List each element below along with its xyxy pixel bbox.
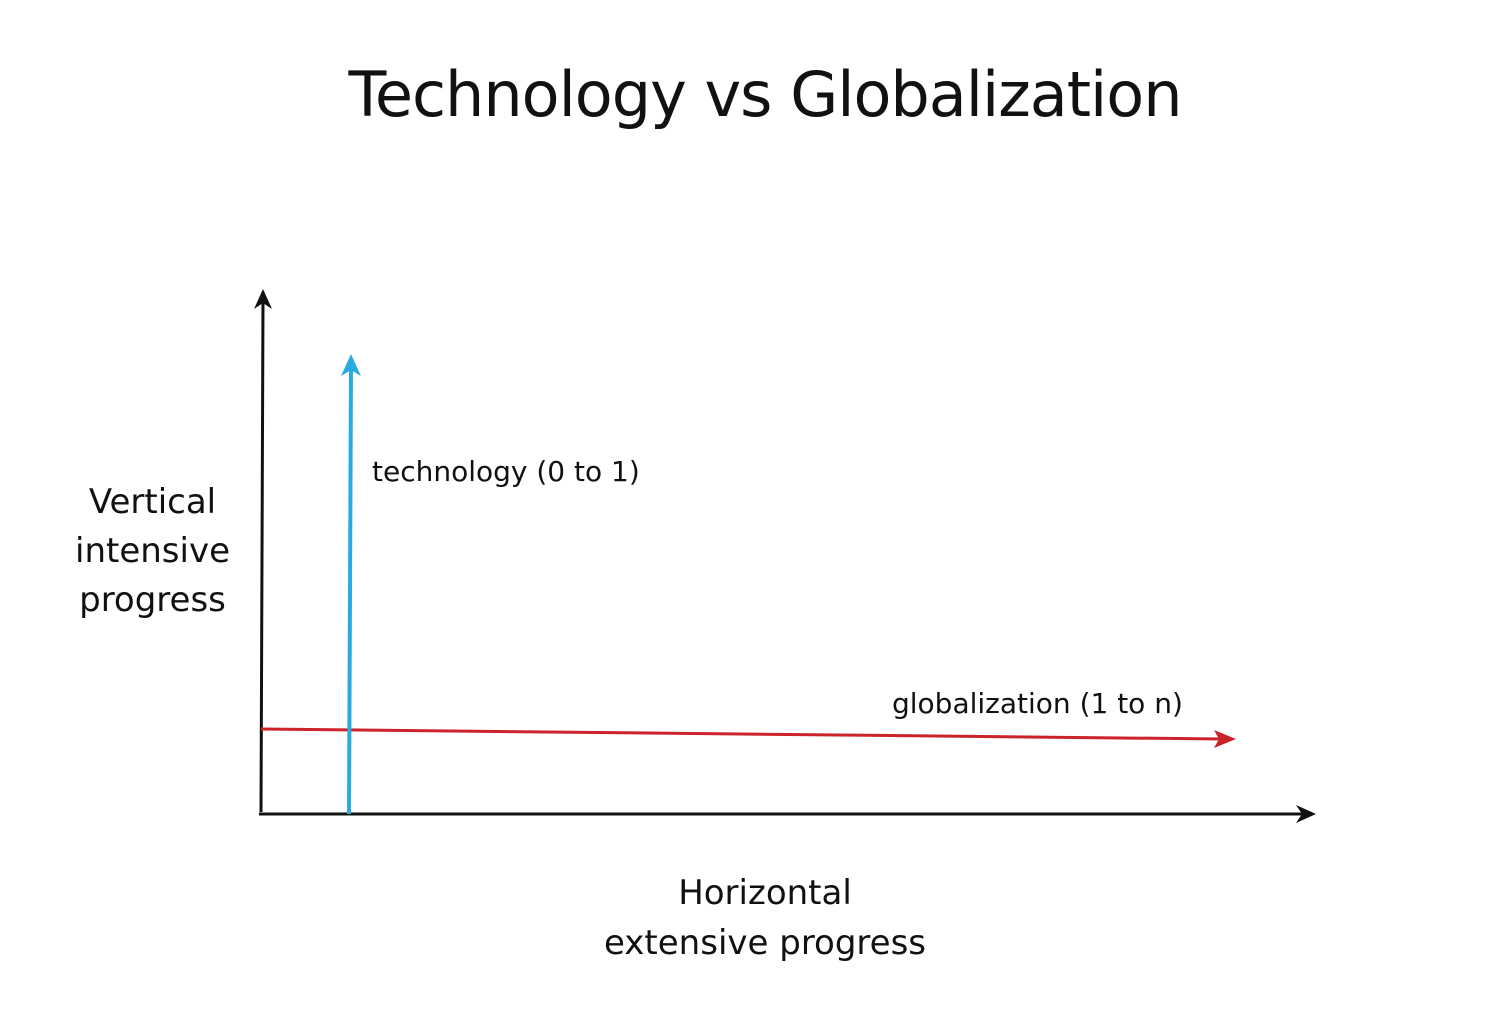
technology-arrow [341,354,361,815]
x-axis-arrowhead [1296,805,1316,823]
technology-label: technology (0 to 1) [372,455,640,488]
x-axis-label: Horizontal extensive progress [540,868,990,968]
y-axis-label: Vertical intensive progress [40,478,265,625]
y-axis-label-line: Vertical [88,482,217,522]
globalization-arrow [260,727,1236,748]
y-axis-label-line: intensive [75,531,230,571]
y-axis [254,289,272,813]
y-axis-arrowhead [254,289,272,309]
y-axis-label-line: progress [79,580,226,620]
globalization-label: globalization (1 to n) [892,687,1183,720]
slide-title: Technology vs Globalization [348,58,1182,131]
x-axis-label-line: extensive progress [603,923,927,963]
globalization-arrowhead [1214,730,1236,748]
x-axis-label-line: Horizontal [678,873,852,913]
x-axis [259,805,1316,823]
technology-arrowhead [341,354,361,376]
